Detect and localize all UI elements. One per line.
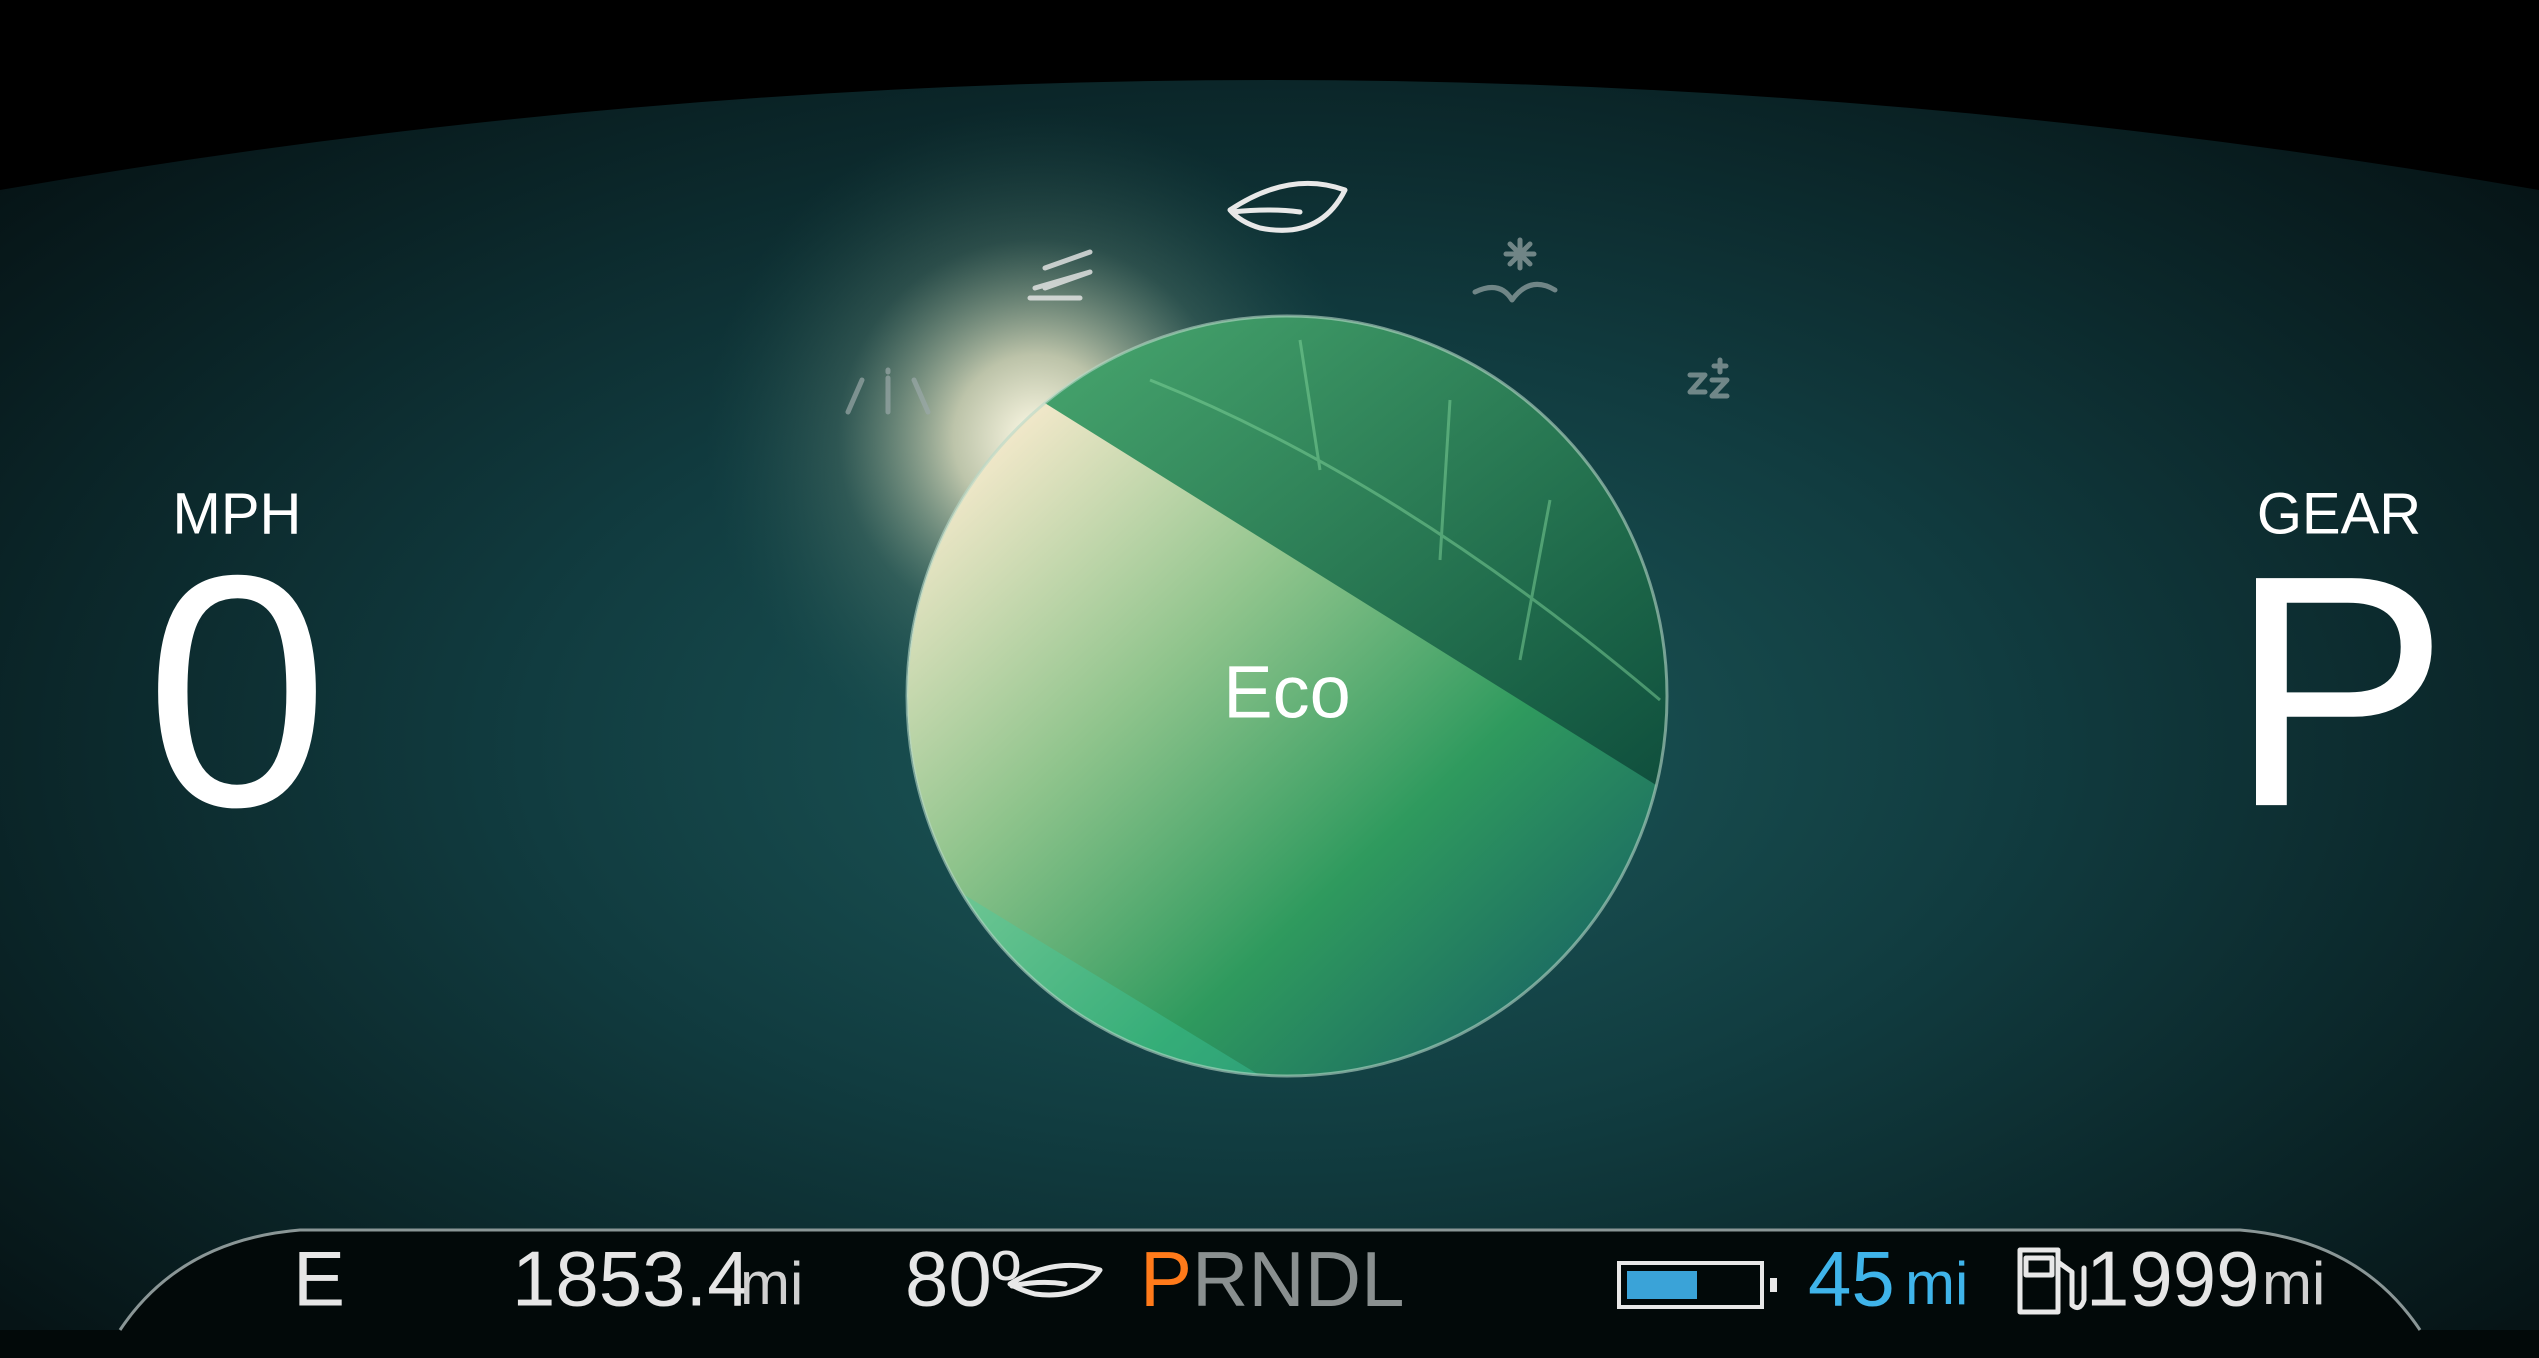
drive-mode-label: Eco (1223, 651, 1351, 734)
temperature: 80º (905, 1235, 1020, 1323)
ev-range-unit: mi (1905, 1250, 1968, 1317)
speed-value: 0 (145, 506, 329, 875)
battery-tip (1770, 1278, 1777, 1292)
dashboard: Eco MPH 0 GEAR P E 1853.4 mi 80º PRNDL 4… (0, 0, 2539, 1358)
page: Eco MPH 0 GEAR P E 1853.4 mi 80º PRNDL 4… (0, 0, 2539, 1358)
gear-selector-letter: L (1361, 1235, 1404, 1323)
odometer-value: 1853.4 (512, 1235, 751, 1323)
ev-range-value: 45 (1808, 1235, 1895, 1323)
gear-selector-letter: N (1248, 1235, 1304, 1323)
battery-fill (1627, 1271, 1697, 1299)
gear-value: P (2229, 506, 2449, 875)
odometer-unit: mi (740, 1250, 803, 1317)
gear-selector-letter: R (1192, 1235, 1248, 1323)
gear-selector-letter: D (1305, 1235, 1361, 1323)
fuel-range-value: 1999 (2086, 1235, 2260, 1323)
compass: E (293, 1235, 345, 1323)
gear-selector-letter: P (1140, 1235, 1192, 1323)
fuel-range-unit: mi (2262, 1250, 2325, 1317)
gear-selector: PRNDL (1140, 1235, 1404, 1323)
